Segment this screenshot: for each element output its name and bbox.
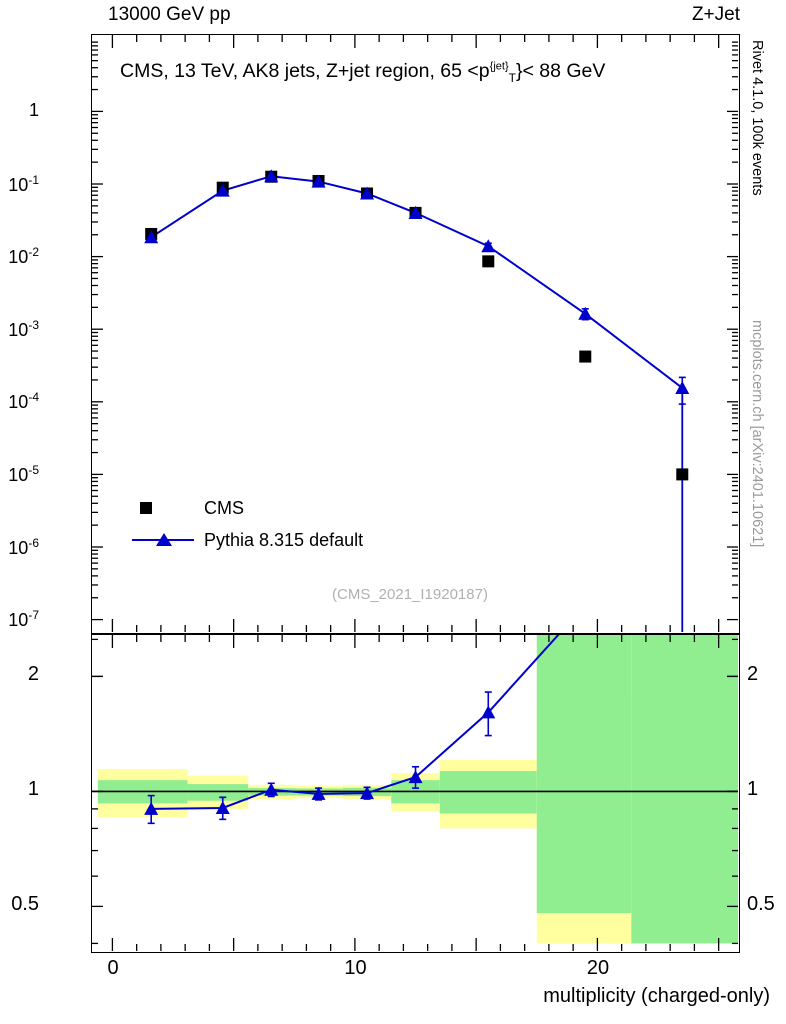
plot-title-sub: T bbox=[508, 70, 516, 85]
xaxis-tick-label: 20 bbox=[586, 957, 610, 979]
main-plot-panel bbox=[91, 34, 740, 634]
legend-label-cms: CMS bbox=[204, 497, 244, 518]
main-ytick-label: 10-6 bbox=[8, 535, 39, 558]
ratio-ytick-label: 2 bbox=[747, 663, 759, 685]
rivet-version-label: Rivet 4.1.0, 100k events bbox=[749, 40, 765, 196]
main-ytick-label: 10-2 bbox=[8, 245, 39, 268]
ratio-ytick-label: 2 bbox=[27, 663, 39, 685]
legend-key-square bbox=[132, 497, 198, 519]
ratio-ytick-label: 1 bbox=[747, 778, 759, 800]
plot-title: CMS, 13 TeV, AK8 jets, Z+jet region, 65 … bbox=[120, 60, 605, 85]
xaxis-title: multiplicity (charged-only) bbox=[543, 985, 770, 1007]
header-process-label: Z+Jet bbox=[691, 4, 740, 25]
legend-entry-pythia: Pythia 8.315 default bbox=[132, 524, 363, 556]
ratio-axis-ticks bbox=[92, 635, 738, 951]
main-ytick-label: 10-7 bbox=[8, 608, 39, 631]
main-ytick-label: 10-1 bbox=[8, 172, 39, 195]
main-plot-canvas bbox=[92, 35, 738, 632]
plot-title-tail: }< 88 GeV bbox=[515, 60, 606, 82]
main-axis-ticks bbox=[92, 35, 738, 632]
xaxis-tick-label: 0 bbox=[107, 957, 119, 979]
legend-label-pythia: Pythia 8.315 default bbox=[204, 529, 364, 550]
data-markers-main bbox=[144, 169, 690, 481]
ratio-mc-curve bbox=[144, 635, 560, 825]
legend-entry-cms: CMS bbox=[132, 492, 363, 524]
main-ytick-label: 10-3 bbox=[8, 317, 39, 340]
ratio-ytick-label: 1 bbox=[27, 778, 39, 800]
main-ytick-label: 10-5 bbox=[8, 463, 39, 485]
ratio-ytick-label: 0.5 bbox=[11, 892, 39, 915]
plot-title-text: CMS, 13 TeV, AK8 jets, Z+jet region, 65 … bbox=[120, 60, 490, 82]
main-ytick-label: 1 bbox=[28, 100, 39, 120]
main-ytick-label: 10-4 bbox=[8, 390, 39, 413]
xaxis-tick-label: 10 bbox=[344, 957, 367, 979]
analysis-id-watermark: (CMS_2021_I1920187) bbox=[332, 586, 488, 603]
legend-key-triangle-line bbox=[132, 529, 198, 551]
ratio-ytick-label: 0.5 bbox=[747, 892, 775, 915]
ratio-plot-canvas bbox=[92, 635, 738, 951]
legend: CMS Pythia 8.315 default bbox=[132, 492, 363, 556]
header-collision-energy: 13000 GeV pp bbox=[108, 4, 231, 25]
ratio-uncertainty-bands bbox=[97, 635, 738, 944]
plot-title-sup: {jet} bbox=[489, 60, 509, 73]
mc-curve-main bbox=[150, 175, 686, 632]
ratio-plot-panel bbox=[91, 634, 740, 953]
mcplots-reference-label: mcplots.cern.ch [arXiv:2401.10621] bbox=[749, 320, 765, 548]
